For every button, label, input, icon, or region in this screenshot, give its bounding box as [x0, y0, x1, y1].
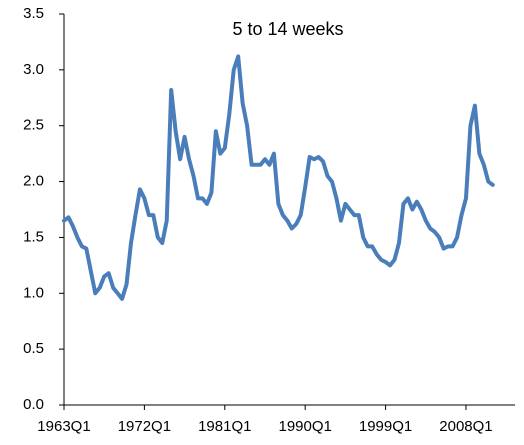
- y-tick-label: 2.5: [23, 117, 44, 134]
- chart-title: 5 to 14 weeks: [232, 19, 343, 39]
- y-tick-label: 3.5: [23, 5, 44, 22]
- y-tick-label: 0.5: [23, 340, 44, 357]
- y-tick-label: 0.0: [23, 396, 44, 413]
- x-tick-label: 2008Q1: [439, 418, 492, 435]
- y-tick-label: 1.5: [23, 228, 44, 245]
- x-tick-label: 1981Q1: [198, 418, 251, 435]
- y-tick-label: 3.0: [23, 61, 44, 78]
- data-line: [62, 54, 495, 301]
- x-tick-label: 1990Q1: [278, 418, 331, 435]
- x-tick-label: 1972Q1: [118, 418, 171, 435]
- x-tick-label: 1963Q1: [37, 418, 90, 435]
- x-tick-label: 1999Q1: [359, 418, 412, 435]
- y-tick-label: 1.0: [23, 284, 44, 301]
- y-tick-label: 2.0: [23, 173, 44, 190]
